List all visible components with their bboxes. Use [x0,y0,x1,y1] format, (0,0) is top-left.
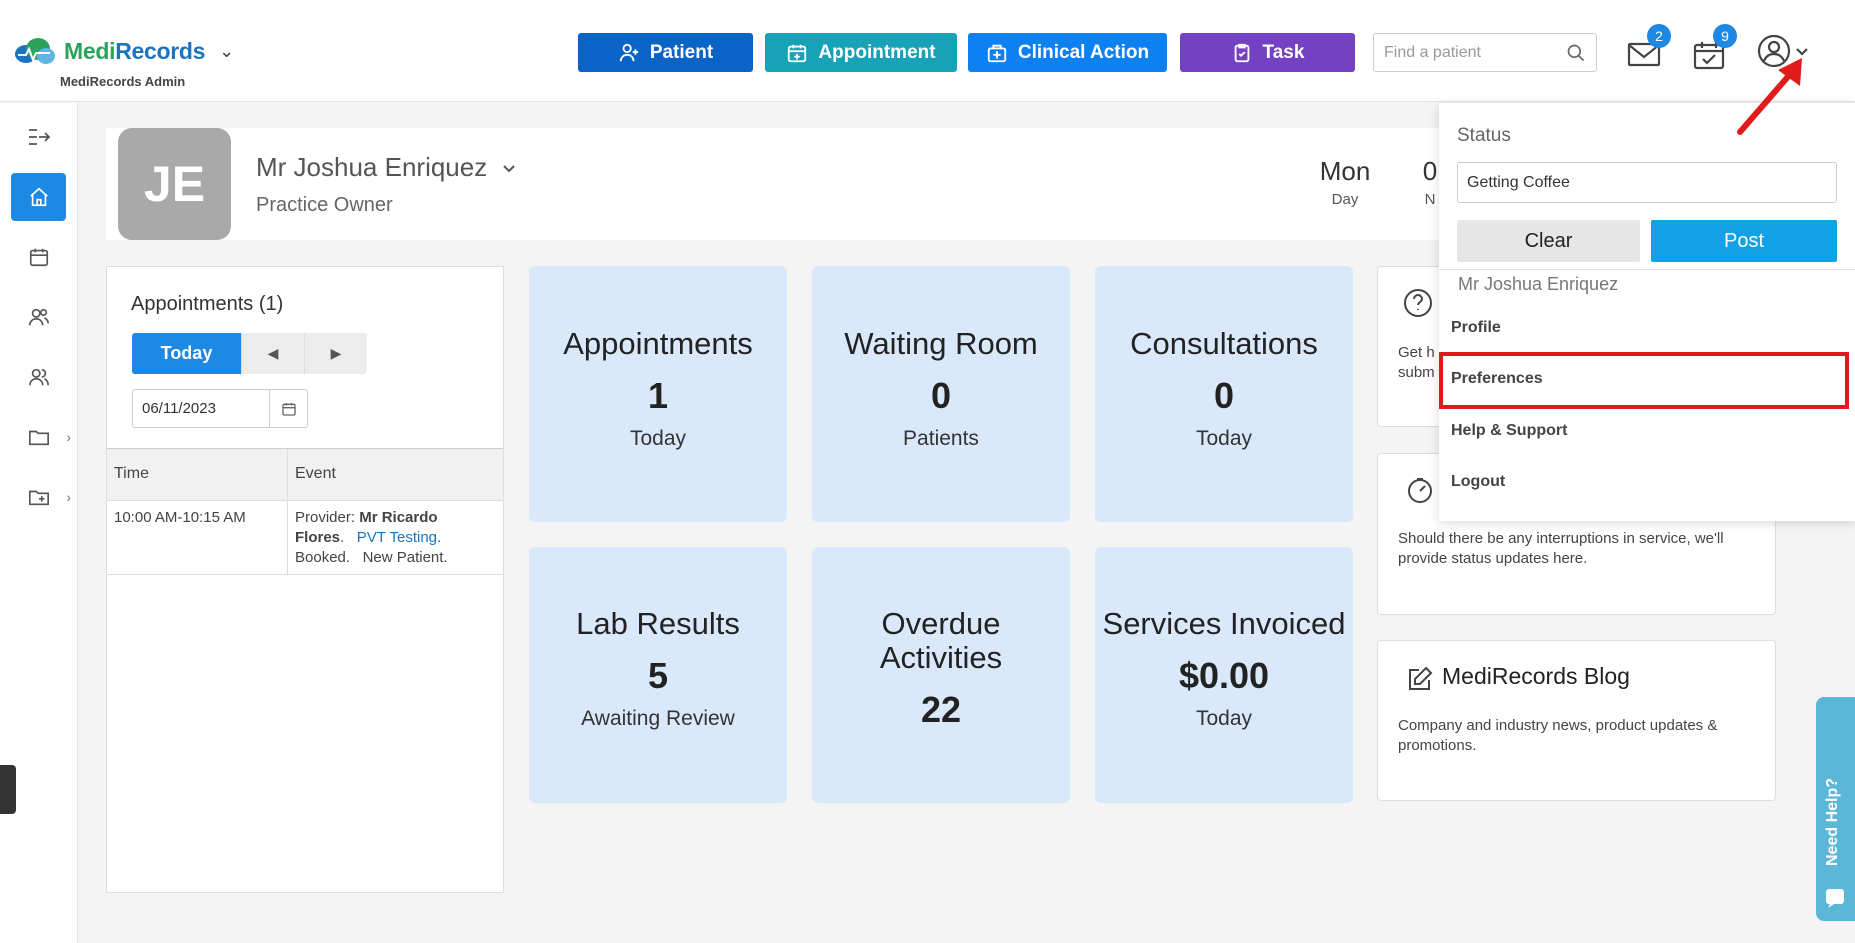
clinical-action-button[interactable]: Clinical Action [968,33,1167,72]
preferences-highlight-box [1439,352,1849,409]
sidebar-item-contacts[interactable] [11,353,66,401]
caret-right-icon: ▶ [330,345,342,361]
profile-role: Practice Owner [256,194,393,216]
sidebar: › › [0,103,78,943]
users-icon [28,368,49,386]
user-circle-icon [1757,34,1791,68]
appointments-table: Time Event 10:00 AM-10:15 AM Provider: M… [107,448,503,575]
provider-name: Mr Ricardo Flores [295,509,438,546]
overdue-activities-tile[interactable]: Overdue Activities 22 [812,547,1070,803]
status-input[interactable]: Getting Coffee [1457,162,1837,203]
need-help-tab[interactable]: Need Help? [1816,697,1855,921]
home-icon [29,187,48,207]
menu-item-help-support[interactable]: Help & Support [1451,422,1568,439]
sidebar-item-home[interactable] [11,173,66,221]
profile-header [106,128,1606,240]
appointment-time: 10:00 AM-10:15 AM [107,501,288,574]
chevron-down-icon[interactable]: ⌄ [219,40,235,61]
chevron-right-icon: › [66,429,71,445]
cloud-logo-icon [15,38,55,64]
sidebar-item-calendar[interactable] [11,233,66,281]
chat-bubble-icon [1826,889,1844,908]
previous-day-button[interactable]: ◀ [241,333,304,374]
date-picker-input[interactable]: 06/11/2023 [132,389,308,428]
folder-plus-icon [28,490,49,506]
envelope-icon [1627,42,1661,67]
messages-count-badge: 2 [1647,24,1671,48]
partial-date-display: 0 N [1422,156,1438,208]
sidebar-expand-button[interactable] [11,113,66,161]
annotation-arrow-icon [1737,58,1802,135]
location-link[interactable]: PVT Testing [356,529,438,546]
new-patient-button[interactable]: Patient [578,33,753,72]
divider [1439,269,1855,270]
sidebar-item-documents[interactable]: › [11,413,71,461]
search-icon[interactable] [1566,43,1586,63]
speedometer-icon [1408,478,1432,503]
user-menu-dropdown: Status Getting Coffee Clear Post Mr Josh… [1439,103,1855,521]
calendar-icon[interactable] [269,390,307,427]
brand-logo[interactable]: MediRecords ⌄ [12,36,234,66]
services-invoiced-tile[interactable]: Services Invoiced $0.00 Today [1095,547,1353,803]
edit-note-icon [1409,666,1433,690]
messages-button[interactable]: 2 [1627,24,1671,72]
status-label: Status [1457,125,1511,146]
event-column-header: Event [295,465,336,482]
chevron-right-icon: › [66,489,71,505]
add-person-icon [619,43,638,61]
new-task-button[interactable]: Task [1180,33,1355,72]
medical-kit-icon [987,44,1007,62]
top-bar: MediRecords ⌄ MediRecords Admin Patient … [0,0,1855,102]
appointments-tile[interactable]: Appointments 1 Today [529,266,787,522]
brand-subtitle: MediRecords Admin [60,74,186,89]
next-day-button[interactable]: ▶ [304,333,367,374]
avatar: JE [118,128,231,240]
day-display: Mon Day [1319,156,1371,208]
lab-results-tile[interactable]: Lab Results 5 Awaiting Review [529,547,787,803]
expand-menu-icon [28,129,50,145]
dropdown-user-name: Mr Joshua Enriquez [1458,274,1619,294]
folder-icon [28,430,49,446]
appointments-title: Appointments (1) [131,293,284,315]
patient-search-input[interactable]: Find a patient [1373,33,1597,72]
chevron-down-icon[interactable] [501,160,517,176]
appointment-event: Provider: Mr Ricardo Flores. PVT Testing… [295,509,448,566]
side-tool-tab[interactable] [0,765,16,814]
caret-left-icon: ◀ [267,345,279,361]
clipboard-check-icon [1234,43,1249,62]
time-column-header: Time [107,449,288,500]
table-row[interactable]: 10:00 AM-10:15 AM Provider: Mr Ricardo F… [107,501,503,575]
people-icon [28,308,49,326]
post-status-button[interactable]: Post [1651,220,1837,262]
appointments-panel: Appointments (1) Today ◀ ▶ 06/11/2023 Ti… [106,266,504,893]
menu-item-preferences[interactable]: Preferences [1451,370,1543,387]
menu-item-profile[interactable]: Profile [1451,319,1501,336]
tasks-count-badge: 9 [1713,24,1737,48]
table-header: Time Event [107,449,503,501]
chevron-down-icon [1796,48,1808,56]
user-menu-button[interactable] [1757,34,1811,68]
menu-item-logout[interactable]: Logout [1451,473,1506,490]
blog-title: MediRecords Blog [1442,663,1630,689]
consultations-tile[interactable]: Consultations 0 Today [1095,266,1353,522]
calendar-check-icon [1693,42,1725,70]
today-button[interactable]: Today [132,333,241,374]
question-circle-icon [1404,289,1432,317]
sidebar-item-patients[interactable] [11,293,66,341]
clear-status-button[interactable]: Clear [1457,220,1640,262]
appointments-nav: Today ◀ ▶ [132,333,367,374]
calendar-icon [29,248,48,267]
calendar-plus-icon [788,44,807,62]
new-appointment-button[interactable]: Appointment [765,33,957,72]
profile-name[interactable]: Mr Joshua Enriquez [256,152,517,183]
tasks-button[interactable]: 9 [1693,24,1737,72]
sidebar-item-add-folder[interactable]: › [11,473,71,521]
blog-card[interactable]: MediRecords Blog Company and industry ne… [1377,640,1776,801]
brand-name: MediRecords [64,37,206,64]
waiting-room-tile[interactable]: Waiting Room 0 Patients [812,266,1070,522]
